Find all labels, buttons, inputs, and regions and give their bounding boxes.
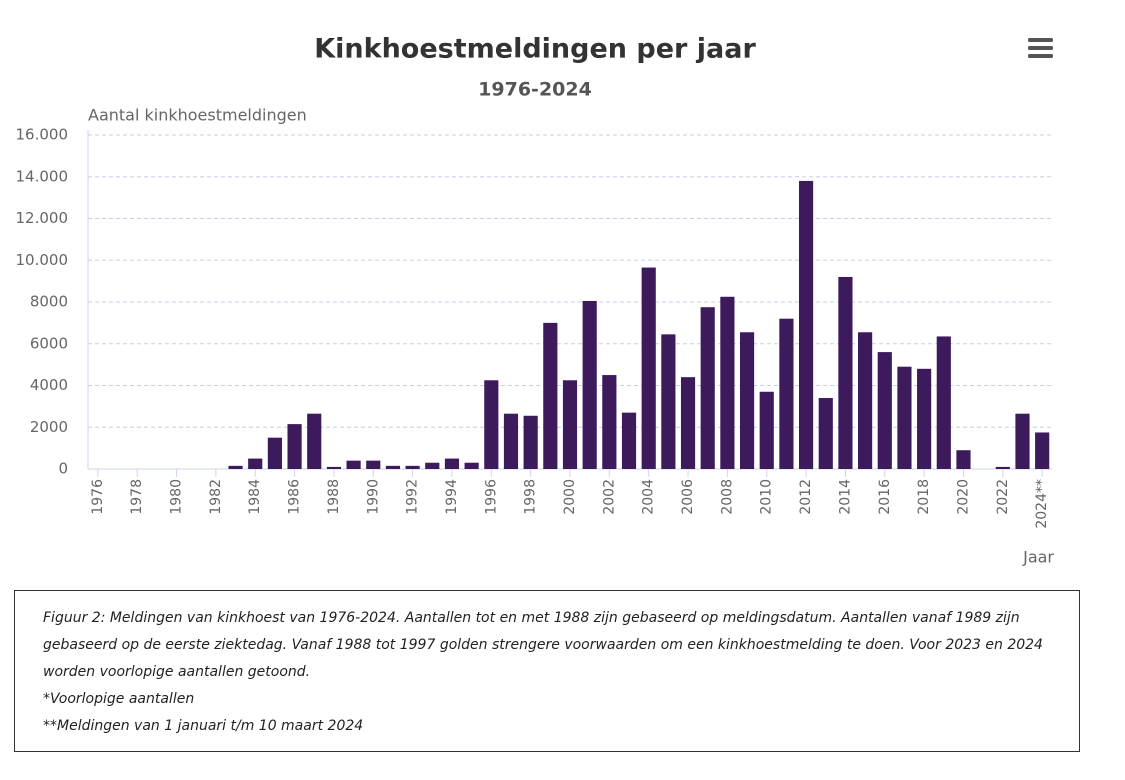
- x-tick-label: 2004: [641, 479, 657, 515]
- bar: [562, 380, 578, 469]
- x-tick-label: 1988: [326, 479, 342, 515]
- x-tick-label: 1996: [483, 479, 499, 515]
- x-tick-label: 1994: [444, 479, 460, 515]
- bar: [228, 465, 243, 469]
- bar: [995, 466, 1010, 469]
- bar: [543, 322, 558, 469]
- x-tick-label: 1984: [247, 479, 263, 515]
- menu-bar[interactable]: [1028, 54, 1053, 58]
- bar: [287, 424, 302, 469]
- bar: [444, 458, 460, 469]
- bar: [759, 391, 774, 469]
- x-tick-label: 2014: [837, 479, 853, 515]
- bar: [346, 460, 361, 469]
- x-tick-label: 2002: [601, 479, 617, 515]
- x-tick-label: 2012: [798, 479, 814, 515]
- bar: [956, 450, 971, 469]
- bar: [385, 465, 401, 469]
- bar: [936, 336, 951, 469]
- caption-box: Figuur 2: Meldingen van kinkhoest van 19…: [14, 590, 1080, 752]
- bar: [661, 334, 676, 469]
- x-tick-label: 1976: [90, 479, 106, 515]
- bar: [779, 318, 794, 469]
- bar: [897, 366, 912, 469]
- bar: [366, 460, 381, 469]
- bar: [464, 462, 479, 469]
- x-tick-label: 2000: [562, 479, 578, 515]
- bar: [425, 462, 440, 469]
- y-tick-label: 16.000: [16, 126, 69, 144]
- menu-bar[interactable]: [1028, 46, 1053, 50]
- bar: [917, 368, 932, 469]
- bar: [484, 380, 499, 469]
- x-tick-label: 1992: [405, 479, 421, 515]
- caption-text: Figuur 2: Meldingen van kinkhoest van 19…: [43, 610, 1043, 680]
- bar: [307, 413, 322, 469]
- bar: [267, 437, 282, 469]
- y-tick-label: 14.000: [16, 167, 69, 185]
- caption-note: *Voorlopige aantallen: [43, 691, 195, 707]
- bar: [326, 466, 342, 469]
- y-tick-label: 6000: [30, 334, 68, 352]
- x-tick-label: 2020: [955, 479, 971, 515]
- bar: [405, 465, 420, 469]
- x-tick-label: 2018: [916, 479, 932, 515]
- bar: [602, 375, 617, 469]
- x-tick-label: 2008: [719, 479, 735, 515]
- x-tick-label: 1982: [208, 479, 224, 515]
- menu-button[interactable]: [1028, 38, 1053, 58]
- bar: [700, 307, 715, 469]
- chart-subtitle: 1976-2024: [478, 79, 592, 101]
- bar: [838, 276, 853, 469]
- bar: [720, 296, 735, 469]
- menu-bar[interactable]: [1028, 38, 1053, 42]
- bar: [858, 332, 873, 469]
- x-tick-label: 1998: [523, 479, 539, 515]
- x-tick-label: 2010: [759, 479, 775, 515]
- x-tick-label: 2016: [877, 479, 893, 515]
- bar: [680, 377, 696, 469]
- bar: [582, 300, 597, 469]
- chart: Kinkhoestmeldingen per jaar 1976-2024 Aa…: [16, 34, 1055, 567]
- x-tick-label: 1990: [365, 479, 381, 515]
- bar: [641, 267, 656, 469]
- y-tick-label: 10.000: [16, 251, 69, 269]
- bar: [621, 412, 637, 469]
- y-tick-label: 2000: [30, 418, 68, 436]
- x-tick-label: 1978: [129, 479, 145, 515]
- caption-note: **Meldingen van 1 januari t/m 10 maart 2…: [43, 718, 364, 734]
- bar: [1035, 432, 1050, 469]
- x-axis-title: Jaar: [1022, 548, 1054, 567]
- chart-title: Kinkhoestmeldingen per jaar: [314, 34, 756, 65]
- y-tick-label: 4000: [30, 376, 68, 394]
- x-tick-label: 1986: [287, 479, 303, 515]
- x-tick-label: 2022: [995, 479, 1011, 515]
- y-tick-label: 8000: [30, 293, 68, 311]
- bar: [818, 398, 833, 469]
- bar: [877, 352, 892, 469]
- bar: [523, 415, 538, 469]
- bar: [739, 332, 755, 469]
- bar: [248, 458, 263, 469]
- y-axis-title: Aantal kinkhoestmeldingen: [88, 106, 307, 125]
- bar: [798, 180, 814, 470]
- bar: [1015, 413, 1030, 469]
- y-tick-label: 0: [58, 460, 68, 478]
- y-tick-label: 12.000: [16, 209, 69, 227]
- x-tick-label: 1980: [169, 479, 185, 515]
- bar: [503, 413, 519, 469]
- x-tick-label: 2024**: [1034, 479, 1050, 529]
- x-tick-label: 2006: [680, 479, 696, 515]
